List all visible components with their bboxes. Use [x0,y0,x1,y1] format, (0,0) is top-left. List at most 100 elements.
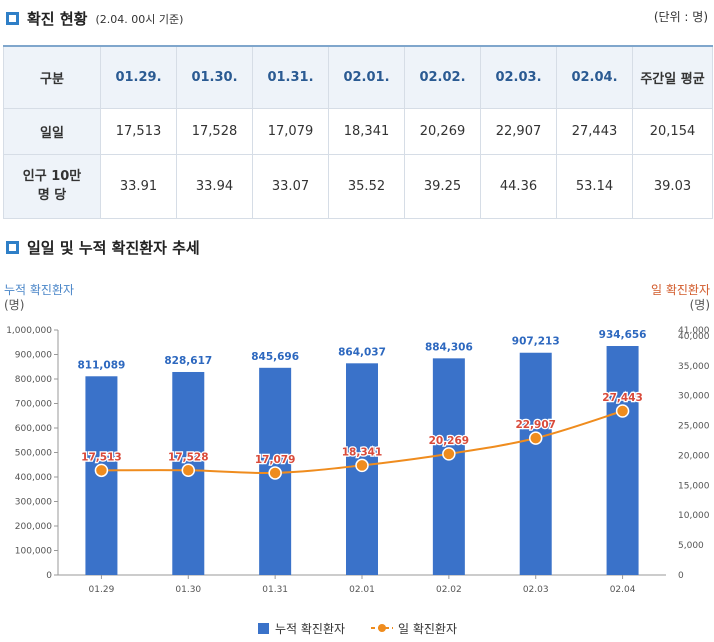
line-point [268,466,282,480]
y-right-tick-label: 41,000 [678,326,710,336]
line-data-label: 27,443 [602,392,643,404]
y-right-tick-label: 25,000 [678,422,710,432]
table-cell: 53.14 [556,153,633,219]
table-row: 인구 10만 명 당 33.91 33.94 33.07 35.52 39.25… [3,153,713,219]
legend-line-label: 일 확진환자 [398,622,457,636]
table-cell: 33.94 [176,153,253,219]
y-left-tick-label: 400,000 [15,473,52,483]
y-right-tick-label: 15,000 [678,481,710,491]
bar-data-label: 864,037 [338,346,386,358]
trend-chart: 누적 확진환자 (명) 일 확진환자 (명) 0 100,000 200,000 30… [4,283,710,636]
x-tick-label: 02.03 [523,585,549,595]
table-cell: 17,513 [100,107,177,155]
square-bullet-icon [6,12,19,25]
y-right-unit: (명) [690,298,710,312]
section-title: 일일 및 누적 확진환자 추세 [27,239,200,257]
section-subtitle: (2.04. 00시 기준) [95,12,184,26]
y-left-title: 누적 확진환자 [4,283,74,297]
status-table: 구분 01.29. 01.30. 01.31. 02.01. 02.02. 02… [3,45,713,219]
line-data-label: 17,513 [81,451,122,463]
table-cell: 35.52 [328,153,405,219]
table-cell: 33.07 [252,153,329,219]
section-title: 확진 현황 [27,10,88,28]
table-cell: 39.25 [404,153,481,219]
y-right-title: 일 확진환자 [651,283,710,297]
bar-data-label: 828,617 [164,355,212,367]
x-tick-label: 01.29 [89,585,115,595]
bar-data-label: 811,089 [78,359,126,371]
date-header: 02.03. [480,45,557,109]
table-row: 일일 17,513 17,528 17,079 18,341 20,269 22… [3,107,713,155]
x-tick-label: 02.01 [349,585,375,595]
line-data-label: 20,269 [429,435,470,447]
table-cell: 18,341 [328,107,405,155]
table-cell: 17,079 [252,107,329,155]
legend-line-marker [378,624,386,632]
date-header: 01.29. [100,45,177,109]
date-header: 02.02. [404,45,481,109]
y-right-tick-label: 20,000 [678,451,710,461]
header-label: 구분 [3,45,101,109]
bar-data-label: 907,213 [512,336,560,348]
weekly-avg-header: 주간일 평균 [632,45,713,109]
date-header: 02.01. [328,45,405,109]
line-point [181,463,196,478]
y-right-tick-label: 35,000 [678,362,710,372]
y-left-tick-label: 100,000 [15,547,52,557]
date-header: 01.31. [252,45,329,109]
table-cell: 22,907 [480,107,557,155]
y-left-unit: (명) [4,298,24,312]
y-left-tick-label: 700,000 [15,400,52,410]
row-label: 일일 [3,107,101,155]
y-right-tick-label: 0 [678,571,684,581]
unit-label: (단위 : 명) [653,10,708,24]
y-right-tick-label: 30,000 [678,392,710,402]
table-header-row: 구분 01.29. 01.30. 01.31. 02.01. 02.02. 02… [3,45,713,109]
line-point [615,404,630,418]
y-right-tick-label: 5,000 [678,541,704,551]
legend-bar-label: 누적 확진환자 [275,622,345,636]
legend-bar-swatch [258,623,269,634]
y-right-tick-label: 40,000 [678,332,710,342]
date-header: 01.30. [176,45,253,109]
line-point [528,431,543,445]
line-data-label: 18,341 [342,446,383,458]
y-left-tick-label: 0 [46,571,52,581]
y-left-tick-label: 900,000 [15,351,52,361]
x-tick-label: 01.30 [175,585,201,595]
square-bullet-icon [6,241,19,254]
y-left-tick-label: 500,000 [15,449,52,459]
x-tick-label: 01.31 [262,585,288,595]
bar [432,358,465,575]
table-cell-avg: 39.03 [632,153,713,219]
plot-area: 0 100,000 200,000 300,000 400,000 500,000 600,… [6,326,710,595]
table-cell: 27,443 [556,107,633,155]
line-point [442,447,456,461]
section-header-trend: 일일 및 누적 확진환자 추세 [6,237,200,258]
x-tick-label: 02.04 [610,585,636,595]
y-left-tick-label: 1,000,000 [6,326,52,336]
line-data-label: 22,907 [515,419,556,431]
bar-data-label: 845,696 [251,351,299,363]
legend: 누적 확진환자 일 확진환자 [258,622,457,636]
row-label: 인구 10만 명 당 [3,153,101,219]
table-cell: 33.91 [100,153,177,219]
line-data-label: 17,079 [255,454,296,466]
bar [519,352,552,575]
y-left-tick-label: 300,000 [15,498,52,508]
y-left-tick-label: 800,000 [15,375,52,385]
date-header: 02.04. [556,45,633,109]
line-point [94,463,109,478]
line-data-label: 17,528 [168,451,209,463]
bar-data-label: 934,656 [599,329,647,341]
bar [606,346,639,575]
bar-data-label: 884,306 [425,341,473,353]
table-cell: 44.36 [480,153,557,219]
table-cell: 20,269 [404,107,481,155]
table-cell-avg: 20,154 [632,107,713,155]
section-header-status: 확진 현황 (2.04. 00시 기준) [6,8,183,29]
line-point [355,458,369,473]
y-left-tick-label: 200,000 [15,522,52,532]
y-left-tick-label: 600,000 [15,424,52,434]
y-right-tick-label: 10,000 [678,511,710,521]
